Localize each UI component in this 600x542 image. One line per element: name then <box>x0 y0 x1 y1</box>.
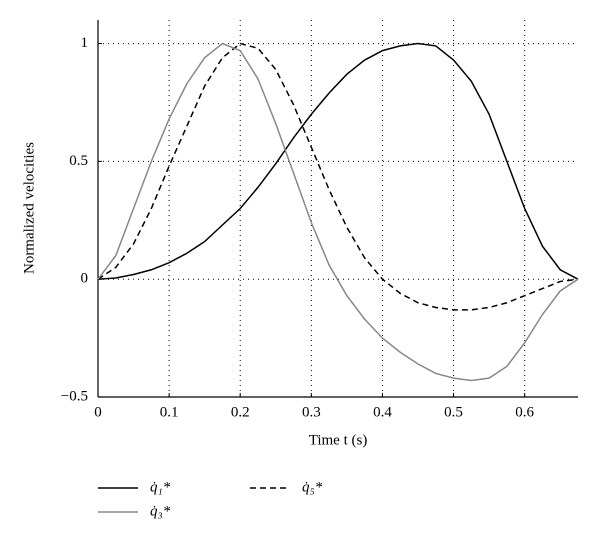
y-tick-label: 0 <box>81 271 89 287</box>
y-tick-label: 0.5 <box>69 153 88 169</box>
line <box>97 42 579 280</box>
x-tick-label: 0.6 <box>515 404 534 420</box>
x-axis-label: Time t (s) <box>309 432 368 448</box>
legend-label: q̇₃* <box>150 503 171 519</box>
legend-label: q̇₅* <box>302 479 323 495</box>
y-tick-label: 1 <box>81 35 89 51</box>
x-tick-label: 0.4 <box>373 404 392 420</box>
y-axis-label: Normalized velocities <box>21 142 37 274</box>
legend-label: q̇₁* <box>150 479 171 495</box>
x-tick-label: 0 <box>94 404 102 420</box>
y-tick-label: −0.5 <box>61 388 88 404</box>
x-tick-label: 0.3 <box>302 404 321 420</box>
line <box>97 42 579 382</box>
x-tick-label: 0.5 <box>444 404 463 420</box>
x-tick-label: 0.1 <box>160 404 179 420</box>
x-tick-label: 0.2 <box>231 404 250 420</box>
